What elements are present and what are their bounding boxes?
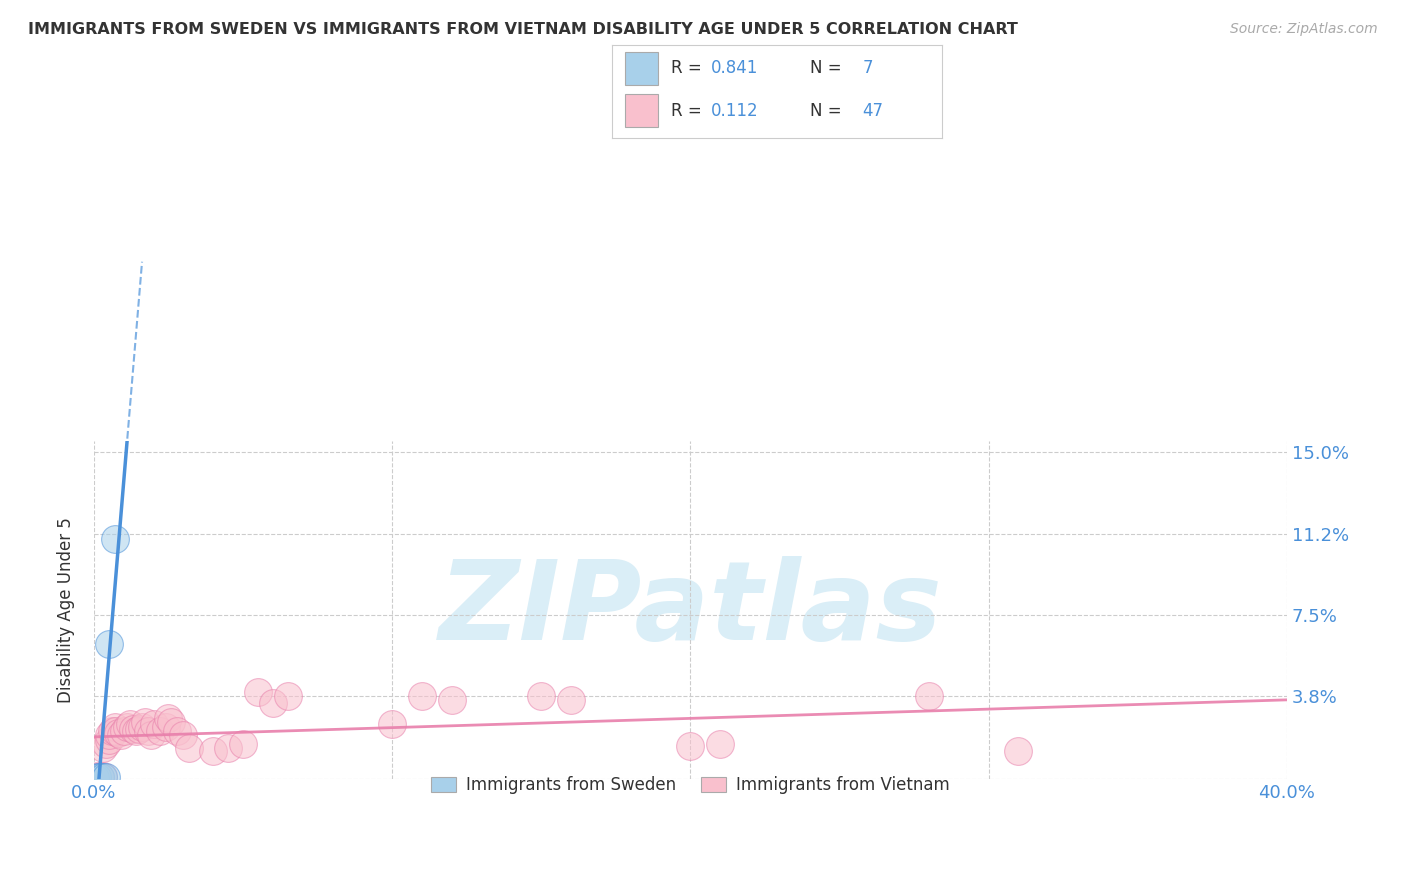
Point <box>679 739 702 754</box>
Text: R =: R = <box>671 60 707 78</box>
Point <box>166 723 188 738</box>
Point <box>709 737 731 751</box>
Point <box>86 770 108 784</box>
Point <box>157 711 180 725</box>
Y-axis label: Disability Age Under 5: Disability Age Under 5 <box>58 516 75 703</box>
Point <box>530 689 553 703</box>
Point <box>155 720 177 734</box>
Text: 47: 47 <box>863 102 884 120</box>
Point <box>440 693 463 707</box>
Point <box>112 723 135 738</box>
Point <box>411 689 433 703</box>
Point <box>381 717 404 731</box>
Point <box>91 741 114 756</box>
Point <box>246 684 269 698</box>
Text: 0.112: 0.112 <box>710 102 758 120</box>
Point <box>179 741 201 756</box>
Point <box>97 637 120 651</box>
Point <box>91 769 114 783</box>
Point <box>89 770 111 784</box>
Point <box>262 696 284 710</box>
Point <box>104 723 127 738</box>
Point <box>172 728 194 742</box>
Point <box>134 715 156 730</box>
Text: Source: ZipAtlas.com: Source: ZipAtlas.com <box>1230 22 1378 37</box>
Point <box>101 723 124 738</box>
Point <box>1007 743 1029 757</box>
Point <box>121 722 143 736</box>
Point <box>918 689 941 703</box>
Point <box>232 737 254 751</box>
Text: N =: N = <box>810 102 841 120</box>
Point <box>86 770 108 784</box>
Point <box>94 770 117 784</box>
Point <box>136 723 159 738</box>
Point <box>104 532 127 546</box>
Point <box>91 770 114 784</box>
Bar <box>624 95 658 127</box>
Point <box>142 717 165 731</box>
Point <box>131 720 153 734</box>
Point <box>94 737 117 751</box>
Point <box>89 770 111 784</box>
Point <box>202 743 225 757</box>
Point <box>160 715 183 730</box>
Point <box>97 728 120 742</box>
Bar <box>624 52 658 85</box>
Text: N =: N = <box>810 60 841 78</box>
Point <box>125 723 148 738</box>
Point <box>217 741 239 756</box>
Text: 7: 7 <box>863 60 873 78</box>
Point <box>118 717 141 731</box>
Point <box>86 769 108 783</box>
Text: R =: R = <box>671 102 707 120</box>
Text: 0.841: 0.841 <box>710 60 758 78</box>
Point <box>277 689 299 703</box>
Legend: Immigrants from Sweden, Immigrants from Vietnam: Immigrants from Sweden, Immigrants from … <box>425 770 956 801</box>
Point <box>107 726 129 740</box>
Text: IMMIGRANTS FROM SWEDEN VS IMMIGRANTS FROM VIETNAM DISABILITY AGE UNDER 5 CORRELA: IMMIGRANTS FROM SWEDEN VS IMMIGRANTS FRO… <box>28 22 1018 37</box>
Point <box>148 723 170 738</box>
Point <box>104 720 127 734</box>
Point <box>97 732 120 747</box>
Point <box>560 693 582 707</box>
Text: ZIPatlas: ZIPatlas <box>439 557 942 664</box>
Point <box>128 722 150 736</box>
Point <box>139 728 162 742</box>
Point <box>89 770 111 784</box>
Point <box>110 728 132 742</box>
Point <box>84 771 107 785</box>
Point <box>115 720 138 734</box>
